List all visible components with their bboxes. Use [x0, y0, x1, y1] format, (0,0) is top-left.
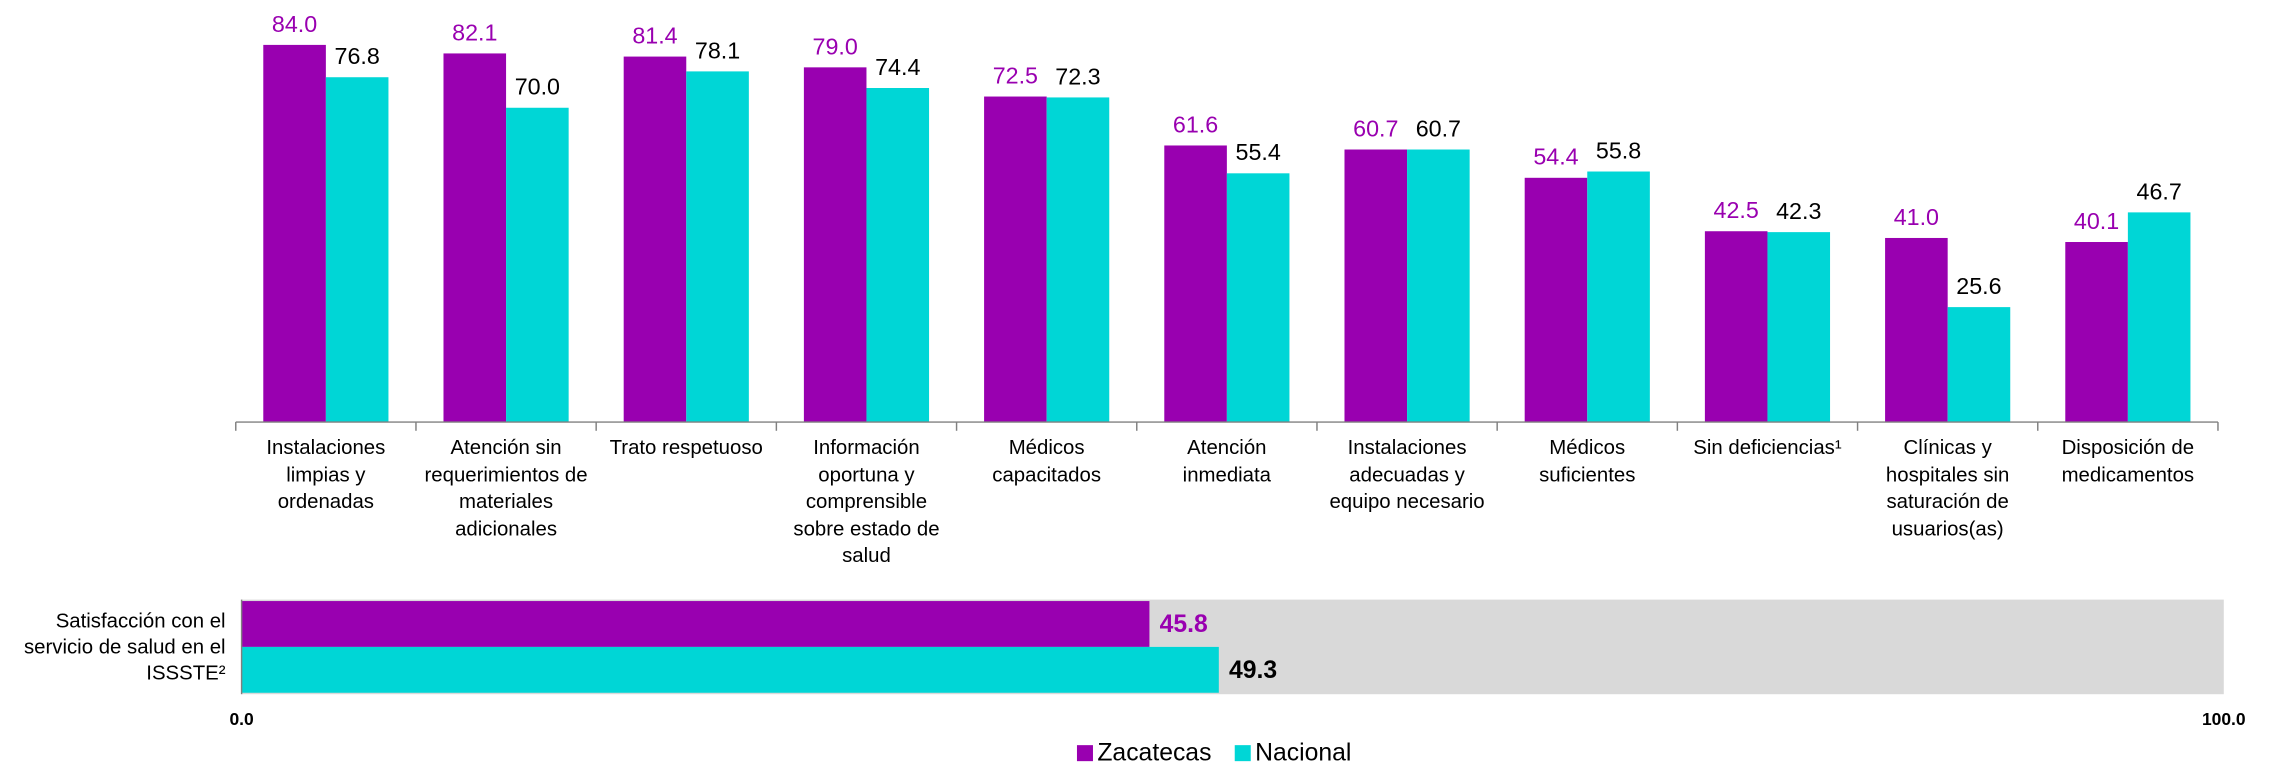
value-label: 72.3	[1055, 63, 1100, 89]
bar	[1344, 149, 1408, 423]
value-label: 45.8	[1160, 611, 1208, 638]
bar	[443, 53, 507, 423]
bar	[241, 601, 1150, 647]
value-label: 49.3	[1229, 657, 1277, 684]
value-label: 60.7	[1353, 115, 1398, 141]
value-label: 55.4	[1236, 139, 1281, 165]
bar	[1947, 307, 2011, 423]
value-label: 84.0	[272, 11, 317, 37]
bar	[1587, 171, 1650, 423]
bar	[2065, 242, 2128, 423]
bar	[1767, 232, 1831, 423]
value-label: 41.0	[1894, 204, 1939, 230]
x-tick-label: Sin deficiencias¹	[1693, 435, 1842, 459]
x-tick-label: Instalaciones adecuadas y equipo necesar…	[1329, 435, 1485, 513]
bar	[241, 646, 1219, 693]
x-tick-label: Información oportuna y comprensible sobr…	[793, 435, 940, 567]
x-tick-label: 100.0	[2202, 709, 2246, 729]
value-label: 60.7	[1416, 115, 1461, 141]
value-label: 72.5	[993, 62, 1038, 88]
x-tick-label: Disposición de medicamentos	[2061, 435, 2195, 486]
bar	[1885, 237, 1948, 423]
value-label: 70.0	[515, 74, 560, 100]
bar	[866, 88, 930, 423]
bar	[2127, 212, 2191, 423]
value-label: 25.6	[1956, 273, 2001, 299]
value-label: 46.7	[2137, 178, 2182, 204]
legend-label: Nacional	[1255, 739, 1351, 766]
value-label: 79.0	[813, 33, 858, 59]
bar	[1164, 145, 1227, 423]
value-label: 42.5	[1714, 197, 1759, 223]
value-label: 74.4	[875, 54, 920, 80]
legend-swatch	[1076, 745, 1093, 762]
x-tick-label: Clínicas y hospitales sin saturación de …	[1885, 435, 2010, 540]
value-label: 40.1	[2074, 208, 2119, 234]
x-tick-label: Trato respetuoso	[609, 435, 763, 459]
x-tick-label: Instalaciones limpias y ordenadas	[266, 435, 386, 513]
value-label: 78.1	[695, 37, 740, 63]
bar	[1524, 177, 1588, 423]
x-tick-label: Atención inmediata	[1182, 435, 1272, 486]
bar	[325, 77, 389, 423]
bar	[506, 107, 569, 423]
bar	[623, 56, 687, 423]
value-label: 55.8	[1596, 137, 1641, 163]
bar	[263, 44, 326, 423]
bar	[1046, 97, 1110, 423]
legend-swatch	[1234, 745, 1251, 762]
x-tick-label: Atención sin requerimientos de materiale…	[424, 435, 588, 540]
bar	[686, 71, 749, 423]
bar	[1407, 149, 1470, 423]
x-tick-label: Médicos suficientes	[1539, 435, 1636, 486]
bar	[1704, 231, 1768, 423]
value-label: 54.4	[1533, 144, 1578, 170]
bar	[1226, 173, 1290, 423]
value-label: 82.1	[452, 19, 497, 45]
bar	[803, 67, 867, 423]
bar	[984, 96, 1047, 423]
legend-label: Zacatecas	[1097, 739, 1211, 766]
x-tick-label: Médicos capacitados	[992, 435, 1102, 486]
y-tick-label: Satisfacción con el servicio de salud en…	[23, 608, 226, 685]
value-label: 81.4	[632, 22, 677, 48]
x-tick-label: 0.0	[229, 709, 253, 729]
value-label: 42.3	[1776, 198, 1821, 224]
value-label: 61.6	[1173, 111, 1218, 137]
value-label: 76.8	[335, 43, 380, 69]
